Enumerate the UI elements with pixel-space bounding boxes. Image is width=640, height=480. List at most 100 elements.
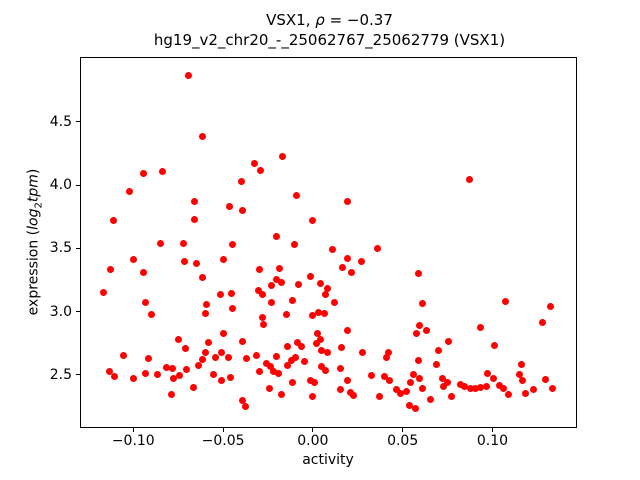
scatter-point bbox=[490, 375, 498, 383]
y-tick-label: 4.0 bbox=[49, 177, 72, 194]
scatter-point bbox=[111, 372, 119, 380]
scatter-point bbox=[198, 273, 206, 281]
scatter-point bbox=[144, 355, 152, 363]
x-tick-mark bbox=[312, 428, 314, 432]
scatter-point bbox=[298, 342, 306, 350]
y-tick-mark bbox=[76, 311, 80, 313]
scatter-point bbox=[274, 369, 282, 377]
scatter-point bbox=[224, 354, 232, 362]
scatter-point bbox=[120, 352, 128, 360]
scatter-point bbox=[256, 367, 264, 375]
scatter-point bbox=[477, 324, 485, 332]
scatter-point bbox=[190, 384, 198, 392]
scatter-point bbox=[291, 354, 299, 362]
scatter-point bbox=[343, 326, 351, 334]
scatter-point bbox=[218, 349, 226, 357]
scatter-point bbox=[210, 371, 218, 379]
scatter-point bbox=[483, 370, 491, 378]
x-axis-label: activity bbox=[302, 452, 354, 468]
x-tick-label: −0.05 bbox=[201, 433, 245, 449]
y-tick-label: 4.5 bbox=[49, 113, 72, 130]
scatter-point bbox=[129, 375, 137, 383]
x-tick-mark bbox=[491, 428, 493, 432]
scatter-point bbox=[283, 362, 291, 370]
scatter-point bbox=[392, 386, 400, 394]
scatter-point bbox=[358, 257, 366, 265]
scatter-point bbox=[529, 386, 537, 394]
scatter-point bbox=[350, 392, 358, 399]
scatter-point bbox=[169, 375, 177, 383]
scatter-point bbox=[499, 385, 507, 393]
scatter-point bbox=[217, 377, 225, 385]
scatter-point bbox=[504, 391, 512, 399]
scatter-point bbox=[329, 246, 337, 254]
scatter-point bbox=[426, 396, 434, 404]
scatter-point bbox=[403, 387, 411, 395]
scatter-point bbox=[199, 356, 207, 364]
scatter-point bbox=[435, 346, 443, 354]
scatter-point bbox=[418, 385, 426, 393]
scatter-point bbox=[307, 272, 315, 280]
scatter-point bbox=[471, 385, 479, 393]
rho-symbol: ρ bbox=[315, 11, 325, 29]
scatter-point bbox=[292, 191, 300, 199]
y-tick-label: 3.5 bbox=[49, 240, 72, 257]
scatter-point bbox=[259, 314, 267, 322]
scatter-point bbox=[291, 241, 299, 249]
scatter-point bbox=[226, 374, 234, 382]
scatter-point bbox=[456, 381, 464, 389]
scatter-point bbox=[518, 377, 526, 385]
scatter-point bbox=[410, 371, 418, 379]
scatter-point bbox=[129, 255, 137, 263]
scatter-point bbox=[546, 302, 554, 310]
y-tick-label: 3.0 bbox=[49, 303, 72, 320]
scatter-point bbox=[515, 370, 523, 378]
scatter-point bbox=[175, 336, 183, 344]
scatter-point bbox=[317, 336, 325, 344]
scatter-point bbox=[359, 348, 367, 356]
scatter-point bbox=[322, 291, 330, 299]
scatter-point bbox=[317, 280, 325, 288]
scatter-point bbox=[344, 254, 352, 262]
scatter-point bbox=[279, 152, 287, 160]
scatter-point bbox=[272, 352, 280, 360]
scatter-point bbox=[201, 349, 209, 357]
scatter-point bbox=[337, 365, 345, 373]
scatter-point bbox=[385, 376, 393, 384]
x-tick-label: 0.00 bbox=[297, 433, 329, 449]
scatter-point bbox=[448, 393, 456, 401]
scatter-point bbox=[343, 377, 351, 385]
scatter-point bbox=[267, 363, 275, 371]
scatter-point bbox=[374, 244, 382, 252]
scatter-point bbox=[495, 382, 503, 390]
scatter-point bbox=[110, 217, 118, 225]
scatter-point bbox=[309, 216, 317, 224]
scatter-point bbox=[105, 367, 113, 375]
x-tick-mark bbox=[132, 428, 134, 432]
scatter-point bbox=[228, 304, 236, 312]
scatter-point bbox=[317, 363, 325, 371]
scatter-point bbox=[412, 330, 420, 338]
scatter-point bbox=[541, 376, 549, 384]
scatter-point bbox=[142, 370, 150, 378]
scatter-point bbox=[465, 176, 473, 184]
scatter-point bbox=[444, 378, 452, 386]
scatter-point bbox=[321, 310, 329, 318]
scatter-point bbox=[445, 337, 453, 345]
scatter-point bbox=[315, 309, 323, 317]
scatter-point bbox=[239, 207, 247, 215]
scatter-point bbox=[201, 310, 209, 318]
scatter-point bbox=[490, 342, 498, 350]
scatter-point bbox=[415, 356, 423, 364]
scatter-point bbox=[414, 269, 422, 277]
chart-title: VSX1, ρ = −0.37 hg19_v2_chr20_-_25062767… bbox=[81, 10, 578, 50]
scatter-point bbox=[376, 393, 383, 401]
scatter-point bbox=[198, 132, 206, 140]
scatter-point bbox=[181, 257, 189, 265]
x-tick-label: −0.10 bbox=[111, 433, 155, 449]
scatter-point bbox=[289, 379, 297, 387]
scatter-point bbox=[251, 160, 259, 168]
scatter-point bbox=[243, 354, 251, 362]
scatter-point bbox=[337, 386, 345, 394]
scatter-point bbox=[276, 264, 284, 272]
